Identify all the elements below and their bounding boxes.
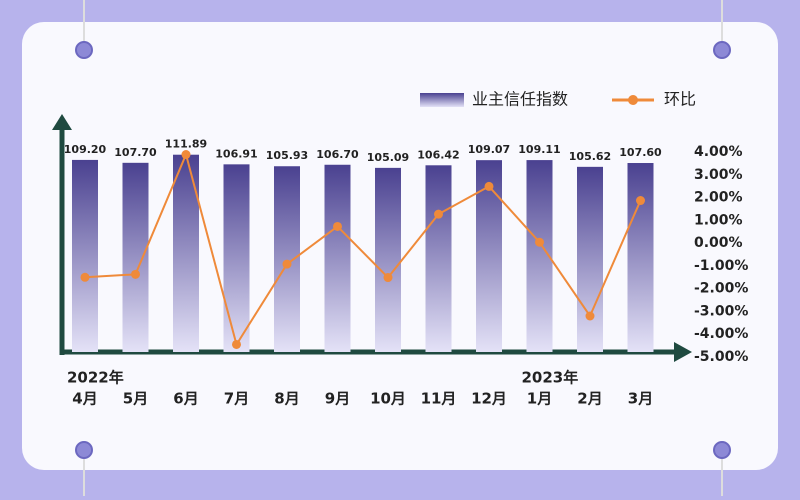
x-tick-label: 5月 (123, 390, 148, 408)
y2-tick-label: 4.00% (694, 144, 743, 160)
x-tick-label: 4月 (72, 390, 97, 408)
y2-tick-label: -2.00% (694, 281, 748, 297)
y2-tick-label: 2.00% (694, 190, 743, 206)
x-tick-label: 9月 (325, 390, 350, 408)
bar-value-label: 107.70 (114, 146, 157, 159)
x-tick-label: 11月 (421, 390, 457, 408)
y2-tick-label: -4.00% (694, 326, 748, 342)
line-point (484, 181, 494, 191)
axes (52, 114, 692, 362)
bar-value-label: 109.20 (64, 143, 107, 156)
bar (425, 165, 452, 352)
bar-value-label: 106.42 (417, 148, 459, 161)
x-tick-label: 7月 (224, 390, 249, 408)
bar (274, 166, 300, 352)
bar-value-label: 109.11 (518, 143, 560, 156)
bar (375, 167, 401, 352)
line-point (131, 269, 140, 279)
y2-tick-label: 1.00% (694, 212, 743, 228)
legend-swatch (420, 93, 464, 107)
bar-value-label: 106.91 (215, 147, 257, 160)
bar (627, 163, 654, 352)
bar (122, 162, 149, 352)
pins (75, 0, 731, 496)
bar-value-label: 105.93 (266, 149, 308, 162)
x-group-label: 2022年 (67, 369, 124, 387)
line-point (181, 150, 191, 160)
line-point (383, 273, 393, 283)
x-tick-label: 1月 (527, 390, 552, 408)
bar (324, 164, 351, 352)
line-point (434, 209, 443, 219)
y2-tick-label: -5.00% (694, 349, 748, 365)
line-point (282, 259, 292, 269)
bar-value-label: 105.62 (569, 150, 611, 163)
bar (173, 154, 199, 352)
line-point (80, 272, 90, 282)
bar-value-label: 105.09 (367, 151, 409, 164)
line-point (232, 339, 241, 349)
legend-label: 环比 (664, 90, 696, 109)
x-tick-label: 6月 (173, 390, 198, 408)
bar (72, 159, 98, 352)
legend-swatch (628, 95, 638, 105)
y2-tick-label: 3.00% (694, 167, 743, 183)
line-point (636, 196, 645, 206)
line-point (333, 221, 342, 231)
y2-tick-label: -3.00% (694, 303, 748, 319)
x-tick-label: 3月 (628, 390, 653, 408)
bar-value-label: 106.70 (316, 148, 359, 161)
bar-value-label: 107.60 (619, 146, 662, 159)
line-point (585, 311, 595, 321)
bar (223, 164, 250, 352)
bar-value-label: 109.07 (468, 143, 510, 156)
line-point (535, 237, 544, 247)
legend-label: 业主信任指数 (472, 90, 568, 109)
y2-tick-label: -1.00% (694, 258, 748, 274)
x-tick-label: 8月 (274, 390, 299, 408)
x-tick-label: 10月 (370, 390, 406, 408)
bar (577, 166, 603, 352)
x-tick-label: 2月 (577, 390, 602, 408)
x-group-label: 2023年 (522, 369, 579, 387)
bar-value-label: 111.89 (165, 138, 207, 151)
y2-tick-label: 0.00% (694, 235, 743, 251)
x-tick-label: 12月 (471, 390, 507, 408)
line (84, 151, 642, 347)
